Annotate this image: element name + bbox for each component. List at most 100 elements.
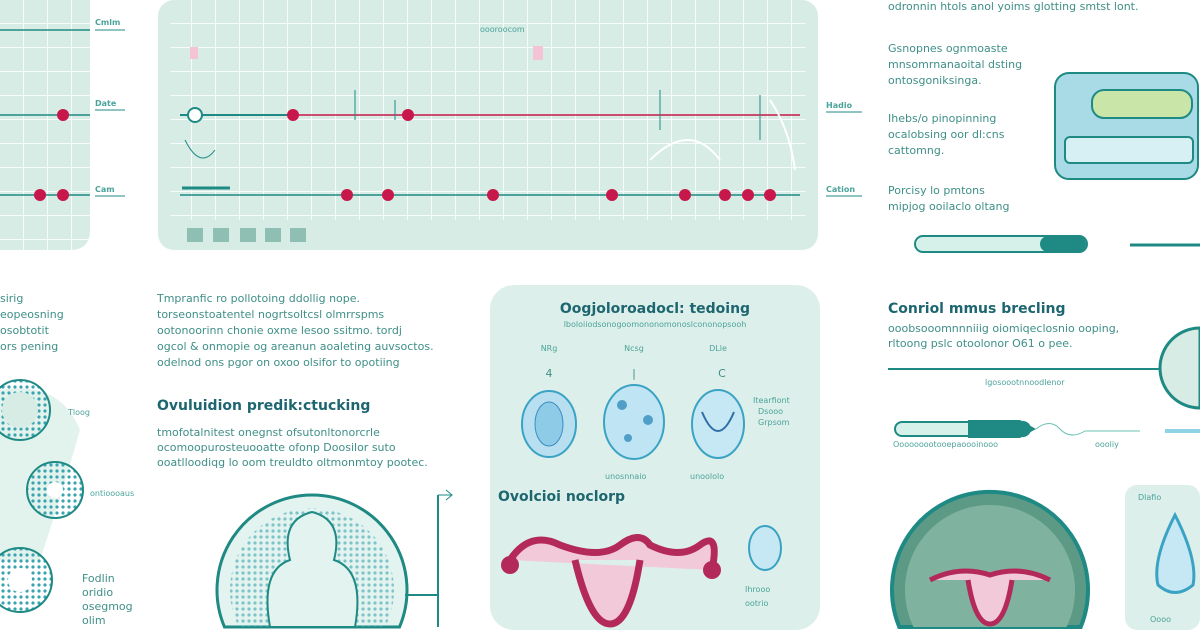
decorative-shape — [703, 561, 721, 579]
series-label: Date — [95, 99, 117, 108]
decorative-shape — [487, 189, 499, 201]
decorative-shape — [534, 401, 564, 447]
cervical-mucus-section: Conriol mmus brecling ooobsooomnnniiig o… — [888, 301, 1200, 630]
left-chart-panel: Cmlm Date Cam — [0, 0, 125, 250]
text-label: unosnnaio — [605, 472, 646, 481]
decorative-shape — [265, 228, 281, 242]
decorative-shape — [742, 189, 754, 201]
decorative-shape — [8, 568, 32, 592]
test-stick-icon — [894, 420, 1200, 438]
decorative-shape — [507, 534, 718, 628]
series-points — [341, 189, 776, 201]
data-point — [287, 109, 299, 121]
text-label: Tmpranfic ro pollotoing ddollig nope. — [156, 292, 360, 305]
follicle-diagram: Tloog ontioooaus Fodlin oridio osegmog o… — [0, 379, 134, 627]
decorative-shape — [606, 189, 618, 201]
text-label: Dsooo — [758, 407, 783, 416]
text-label: ocomoopurosteuooatte ofonp Doosilor suto — [157, 441, 396, 454]
decorative-shape — [47, 482, 63, 498]
text-label: unoololo — [690, 472, 724, 481]
decorative-shape — [1064, 136, 1194, 164]
text-label: oridio — [82, 586, 113, 599]
text-label: Dlafio — [1138, 493, 1161, 502]
section-heading: Ovuluidion predik:ctucking — [157, 398, 370, 414]
text-label: | — [632, 367, 636, 380]
decorative-shape — [190, 47, 198, 59]
series-label: Cmlm — [95, 18, 120, 27]
oocyte-icon — [691, 389, 745, 459]
text-label: torseonstoatentel nogrtsoltcsl olmrrspms — [157, 308, 384, 321]
section-heading: Conriol mmus brecling — [888, 301, 1066, 317]
text-label: mipjog ooilaclo oltang — [888, 200, 1009, 213]
decorative-shape — [2, 392, 38, 428]
oocyte-icon — [603, 384, 665, 460]
text-label: Porcisy lo pmtons — [888, 184, 985, 197]
data-point — [57, 109, 69, 121]
text-label: oooliy — [1095, 440, 1119, 449]
decorative-shape — [1091, 89, 1193, 119]
data-point — [402, 109, 414, 121]
text-label: ontioooaus — [90, 489, 134, 498]
decorative-shape — [240, 228, 256, 242]
text-label: ors pening — [0, 340, 58, 353]
decorative-shape — [649, 99, 796, 171]
text-label: odronnin htols anol yoims glotting smtst… — [888, 0, 1139, 13]
oocyte-tracking-card: Oogjoloroadocl: tedoing lboloiiodsonogoo… — [490, 285, 820, 630]
text-label: olim — [82, 614, 106, 627]
decorative-shape — [643, 415, 653, 425]
decorative-shape — [438, 489, 453, 501]
text-label: tmofotalnitest onegnst ofsutonltonorcrle — [157, 426, 380, 439]
series-label: Cation — [826, 185, 855, 194]
cell-icon — [1158, 326, 1200, 410]
chart-toolbar[interactable] — [187, 228, 306, 242]
decorative-shape — [501, 556, 519, 574]
text-label: Ncsg — [624, 344, 644, 353]
text-label: lboloiiodsonogoomononomonoslcononopsooh — [564, 320, 747, 329]
data-point — [57, 189, 69, 201]
card-title: Oogjoloroadocl: tedoing — [560, 301, 750, 317]
text-label: eopeosning — [0, 308, 64, 321]
text-label: ocalobsing oor dl:cns — [888, 128, 1005, 141]
text-label: ootonoorinn chonie oxme lesoo ssitmo. to… — [157, 324, 402, 337]
decorative-shape — [0, 0, 90, 250]
text-label: Ihebs/o pinopinning — [888, 112, 996, 125]
text-label: lgosoootnnoodlenor — [985, 378, 1065, 387]
text-label: Tloog — [67, 408, 90, 417]
chart-top-label: oooroocom — [480, 25, 525, 34]
text-label: NRg — [541, 344, 558, 353]
main-chart-panel: oooroocom Hadio Cation — [158, 0, 862, 250]
ovulation-test-stick-icon — [914, 235, 1200, 253]
text-label: sirig — [0, 292, 23, 305]
decorative-shape — [266, 510, 359, 628]
text-label: ogcol & onmopie og areanun aoaleting auv… — [157, 340, 434, 353]
text-label: C — [718, 367, 726, 380]
marker-open — [187, 107, 203, 123]
decorative-shape — [382, 189, 394, 201]
decorative-shape — [701, 411, 735, 432]
text-label: cattomng. — [888, 144, 944, 157]
left-text: sirig eopeosning osobtotit ors pening — [0, 292, 64, 353]
uterus-icon — [501, 534, 721, 628]
data-point — [34, 189, 46, 201]
text-label: rltoong pslc otoolonor O61 o pee. — [888, 337, 1073, 350]
decorative-shape — [533, 46, 543, 60]
text-label: Gsnopnes ognmoaste — [888, 42, 1008, 55]
text-label: mnsomrnanaoital dsting — [888, 58, 1022, 71]
text-label: odelnod ons pgor on oxoo olsifor to opot… — [157, 356, 400, 369]
decorative-shape — [1035, 423, 1140, 436]
text-label: Ooooooootooepaoooinooo — [893, 440, 998, 449]
text-label: Oooo — [1150, 615, 1171, 624]
middle-text: Tmpranfic ro pollotoing ddollig nope. to… — [156, 292, 434, 469]
thermometer-device-icon — [1054, 72, 1199, 180]
decorative-shape — [928, 568, 1052, 627]
decorative-shape — [1040, 236, 1086, 252]
text-label: Ihrooo — [745, 585, 770, 594]
text-label: ooatlloodiqg lo oom treuldto oltmonmtoy … — [157, 456, 428, 469]
text-label: 4 — [546, 367, 553, 380]
decorative-shape — [170, 0, 806, 220]
decorative-shape — [679, 189, 691, 201]
decorative-shape — [1155, 511, 1196, 594]
text-label: Fodlin — [82, 572, 115, 585]
decorative-shape — [719, 189, 731, 201]
